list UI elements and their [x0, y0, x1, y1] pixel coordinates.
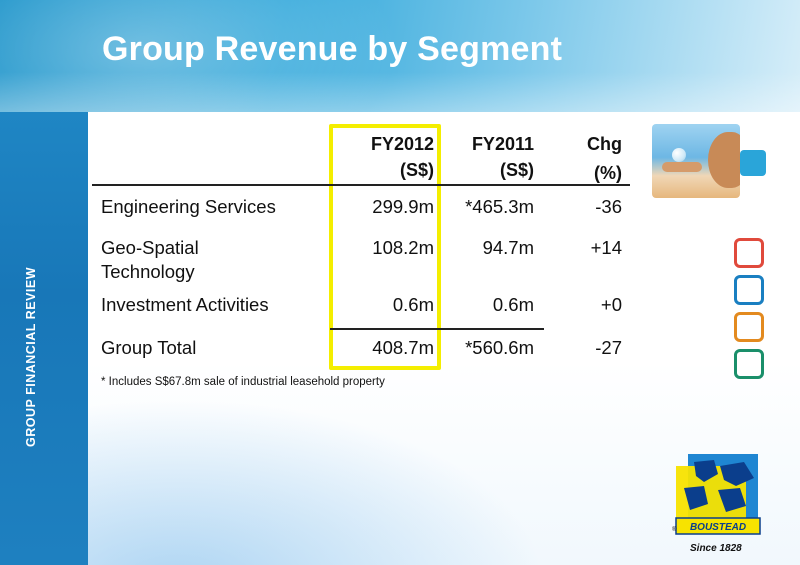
header-glow	[0, 0, 400, 112]
fy2012-value: 299.9m	[372, 196, 434, 217]
boustead-logo: BOUSTEAD	[675, 454, 761, 535]
header-fy2012: FY2012 (S$)	[338, 131, 434, 183]
header-fy2012-year: FY2012	[370, 134, 434, 154]
header-chg: Chg (%)	[560, 131, 622, 186]
segment-label: Group Total	[101, 337, 197, 358]
chg-value: +14	[590, 237, 622, 258]
globe-icon	[672, 148, 686, 162]
header-fy2011-year: FY2011	[471, 134, 534, 154]
header-fy2011: FY2011 (S$)	[440, 131, 534, 183]
fy2012-value: 408.7m	[372, 337, 434, 358]
logo-map-shape	[684, 486, 708, 510]
photo-face	[708, 132, 740, 188]
logo-map-shape	[718, 488, 746, 512]
header-fy2011-unit: (S$)	[499, 160, 534, 180]
photo-hand	[662, 162, 702, 172]
fy2012-highlight-box	[329, 124, 441, 370]
logo-map-shape	[694, 460, 718, 482]
registered-mark: ®	[672, 527, 677, 533]
fy2012-value: 0.6m	[392, 294, 434, 315]
segment-label: Investment Activities	[101, 294, 269, 315]
blue-outline-square	[734, 275, 764, 305]
segment-label: Engineering Services	[101, 196, 276, 217]
header-band: Group Revenue by Segment	[0, 0, 800, 112]
logo-map-shape	[720, 462, 754, 486]
logo-brand-text: BOUSTEAD	[690, 522, 746, 533]
header-streak	[0, 72, 800, 112]
fy2011-value: *465.3m	[465, 196, 534, 217]
woman-globe-photo	[652, 124, 740, 198]
fy2011-value: 94.7m	[482, 237, 534, 258]
slide-title: Group Revenue by Segment	[102, 30, 563, 68]
blue-accent-square	[740, 150, 766, 176]
header-rule	[92, 184, 630, 186]
header-fy2012-unit: (S$)	[399, 160, 434, 180]
red-outline-square	[734, 238, 764, 268]
logo-tagline: Since 1828	[690, 543, 742, 554]
logo-banner	[675, 517, 761, 535]
header-chg-label: Chg	[587, 134, 622, 154]
section-label: GROUP FINANCIAL REVIEW	[24, 267, 38, 447]
fy2012-value: 108.2m	[372, 237, 434, 258]
header-chg-unit: (%)	[594, 163, 622, 183]
segment-label: Geo-Spatial Technology	[101, 237, 199, 282]
green-outline-square	[734, 349, 764, 379]
fy2011-value: *560.6m	[465, 337, 534, 358]
chg-value: -36	[595, 196, 622, 217]
chg-value: +0	[600, 294, 622, 315]
footnote: * Includes S$67.8m sale of industrial le…	[101, 376, 385, 388]
chg-value: -27	[595, 337, 622, 358]
orange-outline-square	[734, 312, 764, 342]
total-rule	[330, 328, 544, 330]
fy2011-value: 0.6m	[492, 294, 534, 315]
sidebar-strip: GROUP FINANCIAL REVIEW	[0, 112, 88, 565]
